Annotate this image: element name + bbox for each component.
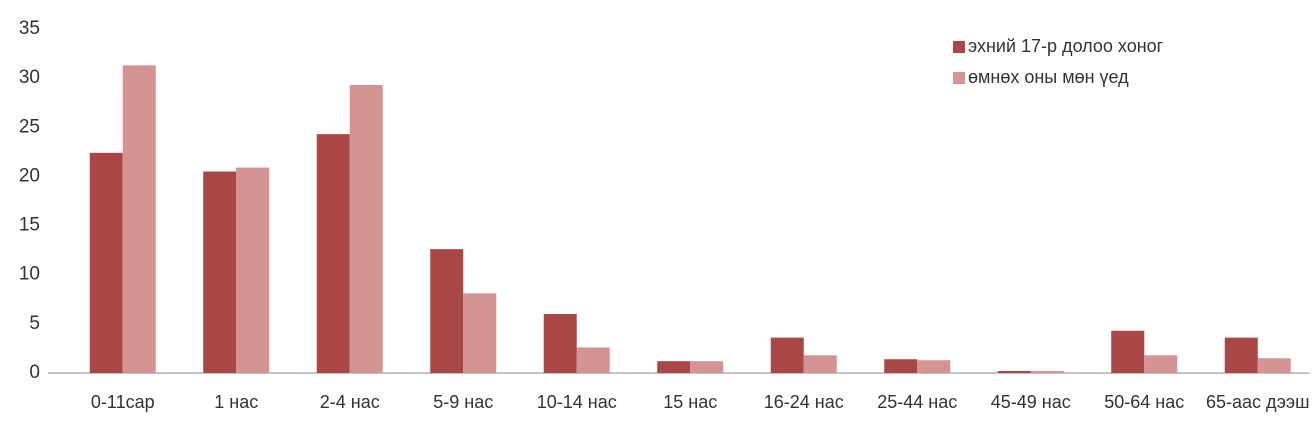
x-tick-label: 15 нас [663, 392, 717, 412]
bar [1224, 337, 1258, 373]
bar [657, 361, 691, 373]
x-tick-label: 10-14 нас [537, 392, 617, 412]
bar [430, 249, 464, 373]
y-tick-label: 30 [19, 67, 40, 88]
bar [1144, 355, 1178, 373]
x-tick-label: 50-64 нас [1104, 392, 1184, 412]
x-tick-label: 2-4 нас [320, 392, 380, 412]
bar [463, 293, 497, 373]
legend-swatch [953, 41, 965, 53]
x-tick-label: 25-44 нас [877, 392, 957, 412]
bar [316, 134, 350, 373]
y-tick-label: 35 [19, 18, 40, 39]
x-tick-label: 65-аас дээш [1206, 392, 1310, 412]
bar [1257, 358, 1291, 373]
bar [1030, 371, 1064, 373]
x-tick-label: 5-9 нас [433, 392, 493, 412]
x-tick-label: 16-24 нас [764, 392, 844, 412]
y-tick-label: 10 [19, 264, 40, 285]
bar [997, 371, 1031, 373]
bar [89, 152, 123, 373]
y-tick-label: 25 [19, 116, 40, 137]
bar [203, 171, 237, 373]
bar [122, 65, 156, 373]
y-tick-label: 15 [19, 215, 40, 236]
bar [576, 347, 610, 373]
bar [349, 85, 383, 373]
x-tick-label: 0-11сар [91, 392, 155, 412]
x-tick-label: 45-49 нас [991, 392, 1071, 412]
x-tick-label: 1 нас [214, 392, 258, 412]
bar [690, 361, 724, 373]
bar [803, 355, 837, 373]
y-tick-label: 5 [29, 313, 40, 334]
bar [884, 359, 918, 373]
bar [770, 337, 804, 373]
bar [917, 360, 951, 373]
bar [1111, 330, 1145, 373]
bar [543, 314, 577, 373]
y-tick-label: 0 [29, 362, 40, 383]
legend-swatch [953, 72, 965, 84]
bar [236, 167, 270, 373]
y-tick-label: 20 [19, 165, 40, 186]
legend-label: эхний 17-р долоо хоног [968, 36, 1164, 56]
legend-label: өмнөх оны мөн үед [968, 67, 1129, 87]
